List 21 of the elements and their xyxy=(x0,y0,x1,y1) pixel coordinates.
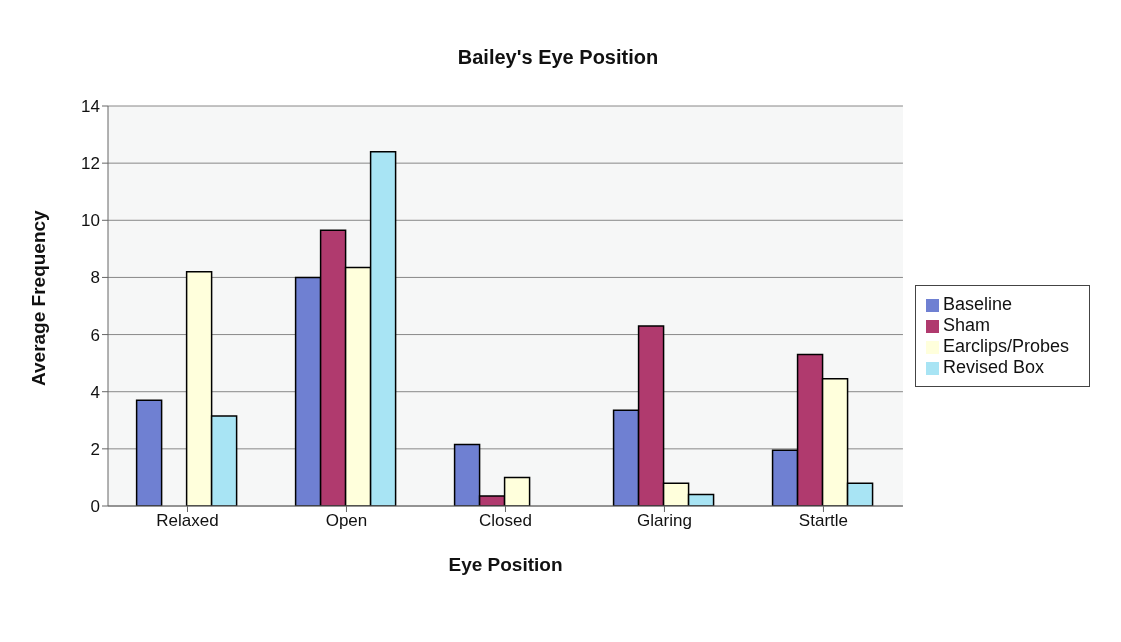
legend-label: Sham xyxy=(942,315,990,335)
legend-label: Earclips/Probes xyxy=(942,336,1069,356)
chart-title: Bailey's Eye Position xyxy=(456,45,660,70)
y-tick-label: 10 xyxy=(81,211,100,231)
y-tick-label: 2 xyxy=(90,439,100,459)
y-tick-label: 14 xyxy=(81,97,100,117)
bar xyxy=(135,399,163,506)
legend-label: Revised Box xyxy=(942,357,1044,377)
x-tick-label: Glaring xyxy=(637,511,692,531)
x-tick-label: Relaxed xyxy=(156,511,219,531)
y-tick-label: 6 xyxy=(90,325,100,345)
legend-label: Baseline xyxy=(942,294,1012,314)
x-tick-label: Open xyxy=(325,511,368,531)
y-tick-label: 8 xyxy=(90,268,100,288)
y-tick-label: 0 xyxy=(90,497,100,517)
x-tick-label: Startle xyxy=(798,511,849,531)
y-tick-label: 4 xyxy=(90,382,100,402)
x-tick-label: Closed xyxy=(479,511,532,531)
y-axis-title: Average Frequency xyxy=(27,209,49,386)
y-tick-label: 12 xyxy=(81,154,100,174)
x-axis-title: Eye Position xyxy=(448,554,563,575)
